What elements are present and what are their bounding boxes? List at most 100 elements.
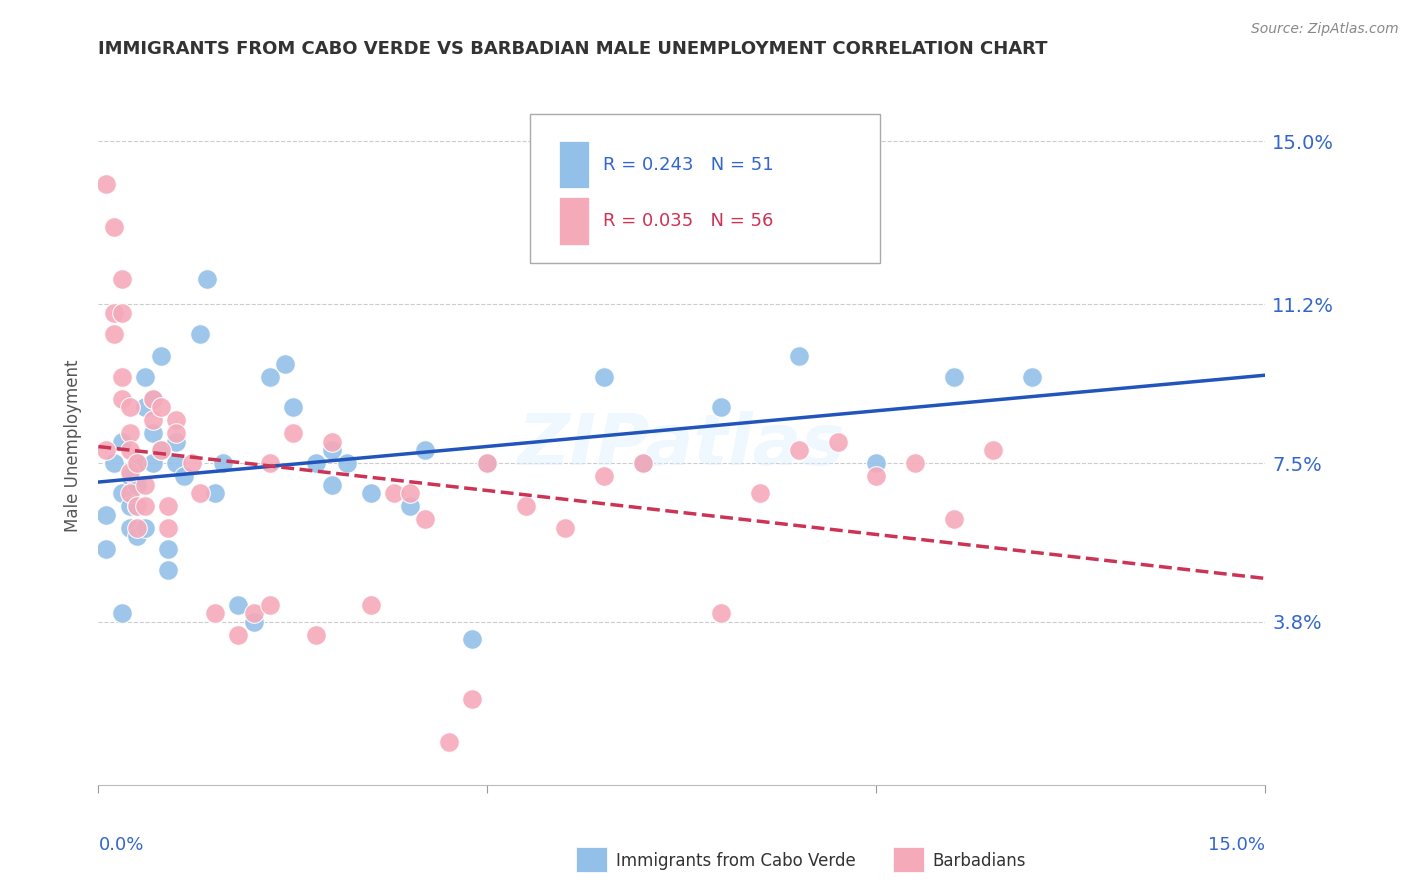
Point — [142, 413, 165, 427]
Point — [710, 401, 733, 415]
Point — [274, 358, 297, 372]
Point — [118, 486, 141, 500]
Point — [382, 486, 405, 500]
Text: IMMIGRANTS FROM CABO VERDE VS BARBADIAN MALE UNEMPLOYMENT CORRELATION CHART: IMMIGRANTS FROM CABO VERDE VS BARBADIAN … — [98, 40, 1047, 58]
Point — [96, 508, 118, 522]
Point — [413, 443, 436, 458]
Point — [142, 392, 165, 406]
Text: 0.0%: 0.0% — [98, 836, 143, 854]
Point — [142, 392, 165, 406]
Point — [631, 456, 654, 470]
Point — [413, 512, 436, 526]
Text: Source: ZipAtlas.com: Source: ZipAtlas.com — [1251, 22, 1399, 37]
Point — [305, 628, 328, 642]
Point — [204, 486, 226, 500]
Point — [165, 456, 187, 470]
Point — [103, 306, 125, 320]
Point — [228, 598, 250, 612]
Point — [437, 735, 460, 749]
Y-axis label: Male Unemployment: Male Unemployment — [65, 359, 83, 533]
Point — [103, 220, 125, 235]
Point — [631, 456, 654, 470]
Point — [593, 469, 616, 483]
Bar — [560, 141, 589, 188]
Text: ZIPatlas: ZIPatlas — [519, 411, 845, 481]
Point — [96, 443, 118, 458]
Point — [127, 456, 149, 470]
Point — [142, 426, 165, 441]
Point — [321, 443, 343, 458]
Point — [281, 401, 304, 415]
Point — [165, 434, 187, 449]
Point — [134, 477, 156, 491]
Point — [865, 469, 887, 483]
Point — [981, 443, 1004, 458]
Point — [243, 607, 266, 621]
Point — [461, 632, 484, 646]
Text: R = 0.035   N = 56: R = 0.035 N = 56 — [603, 212, 773, 230]
Point — [477, 456, 499, 470]
Point — [149, 349, 172, 363]
Point — [173, 469, 195, 483]
Point — [118, 520, 141, 534]
Point — [149, 401, 172, 415]
Point — [477, 456, 499, 470]
Text: Barbadians: Barbadians — [932, 852, 1026, 870]
Point — [127, 520, 149, 534]
Point — [188, 486, 211, 500]
Point — [228, 628, 250, 642]
Point — [515, 499, 537, 513]
Text: 15.0%: 15.0% — [1208, 836, 1265, 854]
Point — [111, 486, 134, 500]
Point — [134, 370, 156, 384]
Point — [398, 486, 420, 500]
Point — [127, 477, 149, 491]
Point — [103, 327, 125, 342]
Point — [360, 486, 382, 500]
Point — [157, 563, 180, 577]
Point — [118, 499, 141, 513]
Point — [180, 456, 202, 470]
Point — [118, 401, 141, 415]
Point — [321, 434, 343, 449]
Point — [188, 327, 211, 342]
Point — [305, 456, 328, 470]
Point — [461, 692, 484, 706]
FancyBboxPatch shape — [530, 114, 880, 263]
Point — [243, 615, 266, 629]
Point — [157, 520, 180, 534]
Point — [165, 426, 187, 441]
Point — [943, 370, 966, 384]
Text: R = 0.243   N = 51: R = 0.243 N = 51 — [603, 156, 773, 174]
Point — [904, 456, 927, 470]
Point — [103, 456, 125, 470]
Point — [212, 456, 235, 470]
Point — [204, 607, 226, 621]
Point — [360, 598, 382, 612]
Text: Immigrants from Cabo Verde: Immigrants from Cabo Verde — [616, 852, 856, 870]
Point — [398, 499, 420, 513]
Point — [142, 456, 165, 470]
Point — [865, 456, 887, 470]
Point — [111, 370, 134, 384]
Bar — [560, 197, 589, 244]
Point — [259, 456, 281, 470]
Point — [195, 271, 218, 285]
Point — [127, 456, 149, 470]
Point — [157, 499, 180, 513]
Point — [336, 456, 359, 470]
Point — [118, 465, 141, 479]
Point — [748, 486, 770, 500]
Point — [111, 306, 134, 320]
Point — [127, 499, 149, 513]
Point — [165, 413, 187, 427]
Point — [943, 512, 966, 526]
Point — [118, 426, 141, 441]
Point — [111, 271, 134, 285]
Point — [127, 499, 149, 513]
Point — [111, 607, 134, 621]
Point — [259, 598, 281, 612]
Point — [1021, 370, 1043, 384]
Point — [111, 434, 134, 449]
Point — [134, 499, 156, 513]
